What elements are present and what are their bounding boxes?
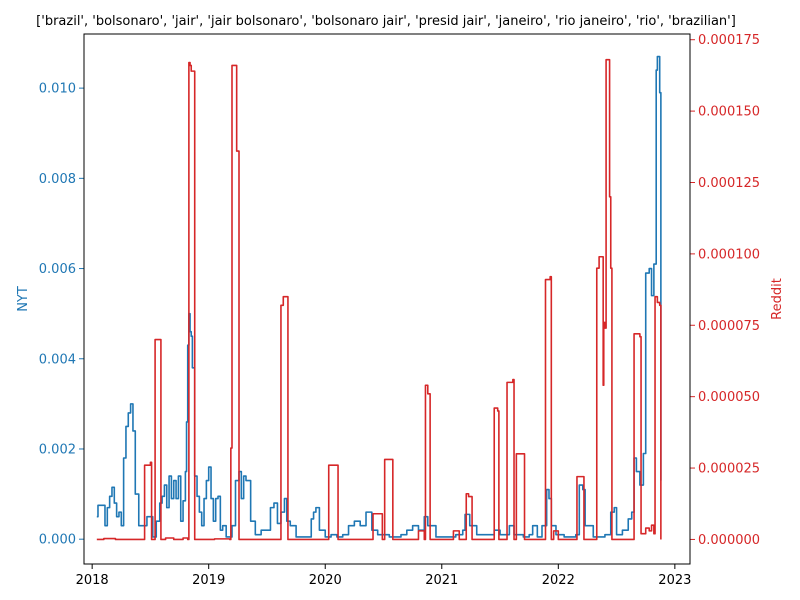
y-right-axis-label: Reddit bbox=[770, 278, 785, 320]
x-tick-label: 2019 bbox=[192, 573, 225, 588]
y-right-tick-label: 0.000100 bbox=[698, 247, 760, 262]
series-line-nyt bbox=[96, 55, 662, 538]
y-left-axis: 0.000 0.002 0.004 0.006 0.008 0.010 bbox=[39, 82, 84, 548]
y-left-tick-label: 0.002 bbox=[39, 442, 76, 457]
y-left-tick-label: 0.000 bbox=[39, 533, 76, 548]
y-right-tick-label: 0.000000 bbox=[698, 533, 760, 548]
y-right-tick-label: 0.000125 bbox=[698, 176, 760, 191]
series-line-reddit bbox=[96, 58, 662, 541]
y-right-tick-label: 0.000050 bbox=[698, 390, 760, 405]
x-tick-label: 2018 bbox=[76, 573, 109, 588]
x-tick-label: 2020 bbox=[309, 573, 342, 588]
y-right-tick-label: 0.000175 bbox=[698, 33, 760, 48]
y-right-axis: 0.000000 0.000025 0.000050 0.000075 0.000100… bbox=[690, 33, 760, 548]
y-left-tick-label: 0.004 bbox=[39, 352, 76, 367]
y-right-tick-label: 0.000025 bbox=[698, 462, 760, 477]
x-axis: 2018 2019 2020 2021 2022 2023 bbox=[76, 564, 691, 588]
plot-frame bbox=[83, 33, 691, 565]
y-right-tick-label: 0.000150 bbox=[698, 105, 760, 120]
series-layer bbox=[96, 55, 662, 541]
x-tick-label: 2021 bbox=[425, 573, 458, 588]
x-tick-label: 2023 bbox=[658, 573, 691, 588]
x-tick-label: 2022 bbox=[542, 573, 575, 588]
chart-title: ['brazil', 'bolsonaro', 'jair', 'jair bo… bbox=[36, 14, 736, 29]
y-left-axis-label: NYT bbox=[16, 286, 31, 312]
y-left-tick-label: 0.008 bbox=[39, 172, 76, 187]
y-left-tick-label: 0.010 bbox=[39, 82, 76, 97]
y-right-tick-label: 0.000075 bbox=[698, 319, 760, 334]
y-left-tick-label: 0.006 bbox=[39, 262, 76, 277]
